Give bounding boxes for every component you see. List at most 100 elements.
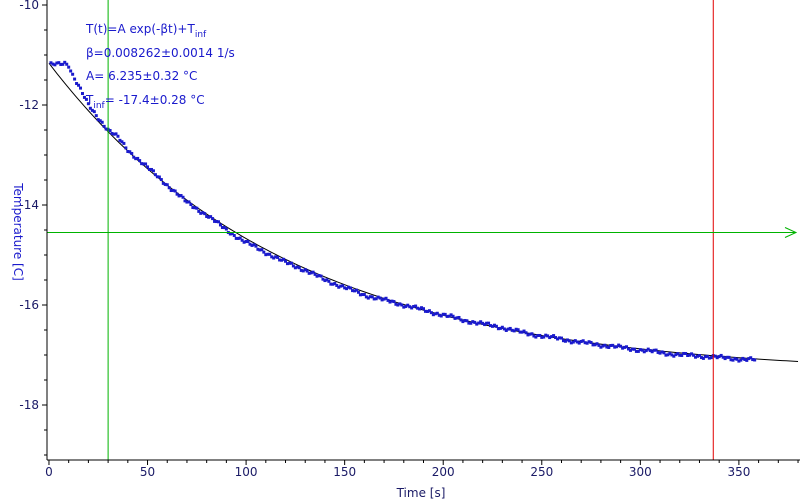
data-point [404,304,408,308]
data-point [104,127,108,131]
data-point [339,284,343,288]
data-point [701,356,705,360]
data-point [571,340,575,344]
data-point [211,217,215,221]
data-point [447,314,451,318]
data-point [368,295,372,299]
data-point [347,285,351,289]
data-point [678,353,682,357]
data-point [254,244,258,248]
data-point [587,340,591,344]
data-point [303,268,307,272]
data-point [558,336,562,340]
data-point [658,351,662,355]
data-point [181,195,185,199]
data-point [171,188,175,192]
data-point [165,183,169,187]
data-point [591,343,595,347]
data-point [313,272,317,276]
data-point [632,347,636,351]
fit-layer [48,62,799,362]
data-point [636,349,640,353]
fit-tinf-pre: T [85,93,94,107]
data-point [680,353,684,357]
data-point [662,351,666,355]
data-point [362,293,366,297]
data-point [569,341,573,345]
data-point [563,339,567,343]
data-point [116,134,120,138]
data-point [725,355,729,359]
data-point [94,114,98,118]
data-point [743,357,747,361]
data-point [388,300,392,304]
data-point [502,327,506,331]
data-point [664,353,668,357]
data-point [138,159,142,163]
fit-curve [48,62,799,362]
data-point [554,336,558,340]
data-point [688,353,692,357]
data-point [656,350,660,354]
data-point [410,306,414,310]
data-point [475,322,479,326]
data-point [295,265,299,269]
x-tick-label: 150 [333,465,356,479]
data-point [102,124,106,128]
data-point [84,97,88,101]
data-point [274,255,278,259]
data-point [672,354,676,358]
data-point [175,192,179,196]
data-point [729,358,733,362]
fit-formula-sub: inf [195,30,207,40]
data-point [193,206,197,210]
data-point [394,302,398,306]
data-point [540,335,544,339]
data-point [589,340,593,344]
data-point [337,285,341,289]
data-point [498,326,502,330]
data-point [77,83,81,87]
data-point [522,329,526,333]
data-point [323,279,327,283]
data-point [561,339,565,343]
data-point [607,345,611,349]
data-point [753,358,757,362]
data-point [88,106,92,110]
data-point [489,324,493,328]
data-point [356,290,360,294]
data-point [619,344,623,348]
data-point [741,356,745,360]
data-point [258,248,262,252]
data-point [187,200,191,204]
data-point [696,354,699,358]
data-point [191,206,195,210]
data-point [232,233,236,237]
data-point [418,307,422,311]
data-point [53,63,57,67]
fit-formula-main: T(t)=A exp(-βt)+T [85,22,195,36]
data-point [384,296,388,300]
data-point [528,332,532,336]
data-point [648,349,652,353]
data-point [461,320,465,324]
data-point [682,351,686,355]
data-point [524,331,528,335]
data-point [335,283,339,287]
data-point [49,61,53,65]
data-point [67,65,71,69]
data-point [378,296,382,300]
data-point [197,209,201,213]
data-point [262,250,266,254]
data-point [179,194,183,198]
fit-tinf-sub: inf [93,101,105,111]
data-point [92,110,96,114]
data-point [376,295,380,299]
data-point [465,319,469,323]
data-point [676,352,680,356]
data-point [526,333,530,337]
data-point [719,353,723,357]
data-point [250,243,254,247]
data-point [317,274,321,277]
data-point [469,321,473,325]
